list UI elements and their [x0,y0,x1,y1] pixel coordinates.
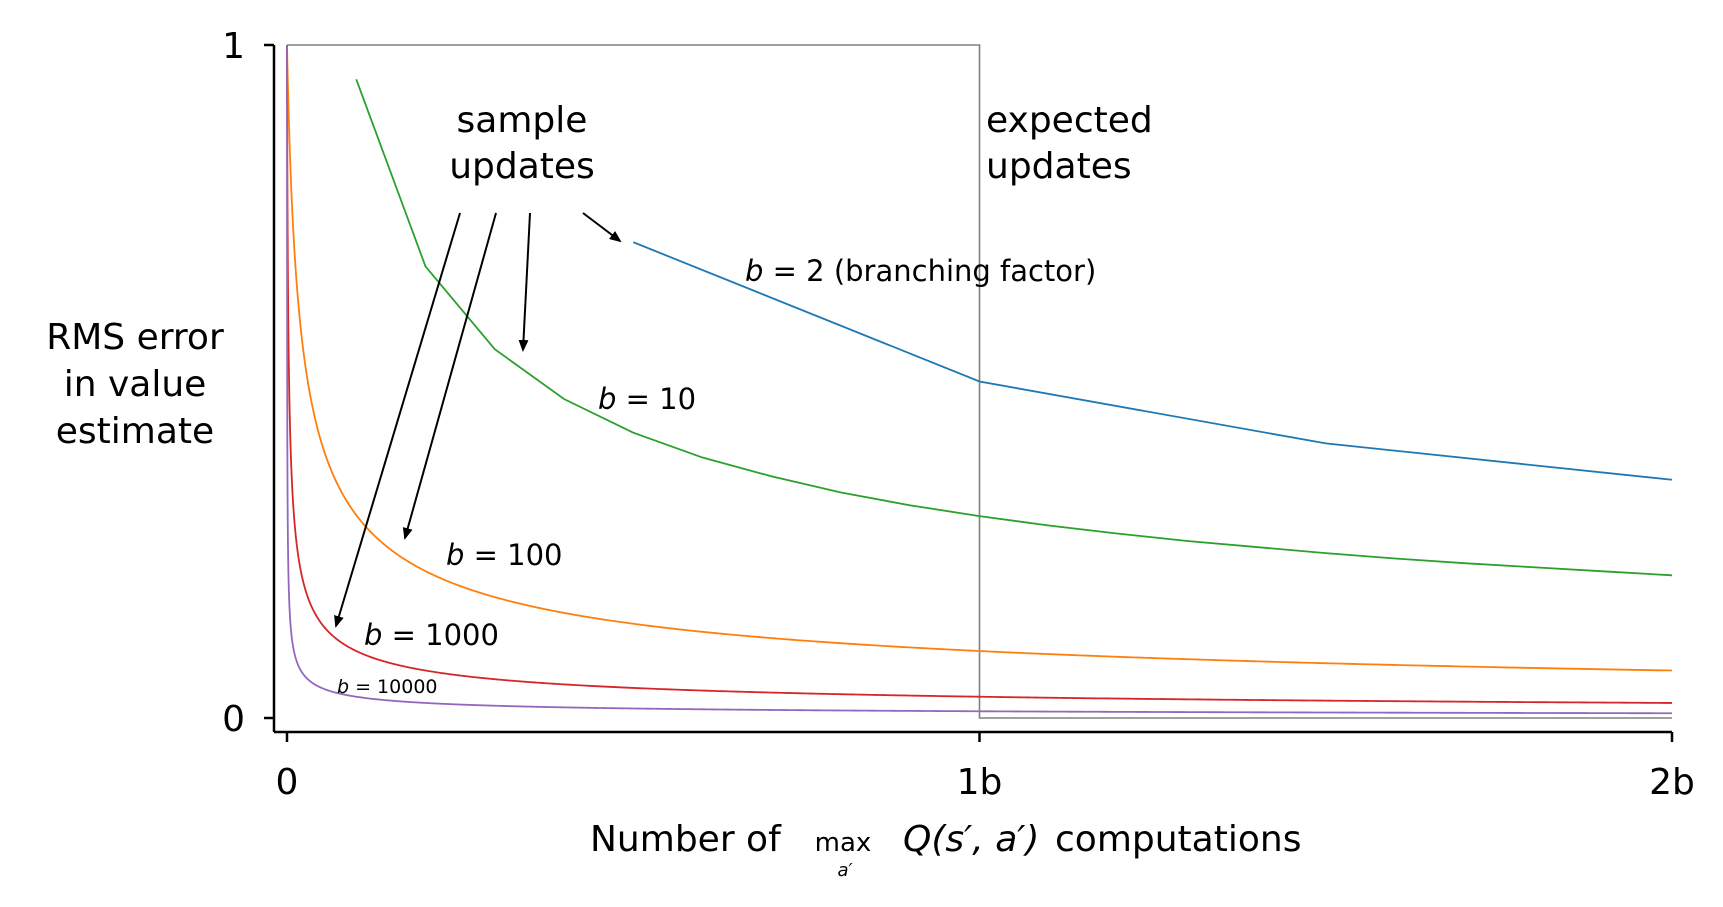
arrow-to-b2 [582,212,622,243]
arrow-to-b100 [402,212,497,540]
series-line-b-1000 [286,45,1673,704]
arrow-to-b1000 [334,212,461,628]
series-line-b-10 [355,79,1673,577]
series-line-b-2-branching-factor [632,241,1673,481]
x-tick-label-0: 0 [276,762,299,803]
sample-updates-label-line-2: updates [449,146,595,187]
y-tick-label-1: 1 [222,26,245,67]
y-tick-label-0: 0 [222,699,245,740]
y-axis-label-line-3: estimate [56,411,214,452]
series-lines [286,45,1673,715]
x-axis-label-max: max [815,828,872,858]
svg-text:Number of: Number of [590,819,782,860]
x-axis-label-suffix: computations [1055,819,1301,860]
y-ticks: 01 [222,26,274,740]
x-tick-label-1b: 1b [957,762,1003,803]
series-line-b-10000 [286,45,1673,715]
series-label-b2: b = 2 (branching factor) [745,254,1096,288]
series-label-b10: b = 10 [598,382,696,416]
x-axis-label-max-sub: a′ [837,860,852,881]
expected-updates-label-line-1: expected [986,100,1153,141]
y-axis-label-line-2: in value [64,364,207,405]
x-ticks: 0 1b 2b [276,732,1695,803]
x-tick-label-2b: 2b [1649,762,1695,803]
x-axis-label: Number of max a′ Q(s′, a′) computations [590,819,1301,881]
x-axis-label-expr: Q(s′, a′) [903,819,1039,860]
sample-updates-label-line-1: sample [457,100,588,141]
arrow-to-b10 [518,212,531,352]
y-axis-label-line-1: RMS error [46,317,224,358]
sample-update-arrows [334,212,622,628]
series-label-b1000: b = 1000 [364,618,499,652]
series-label-b10000: b = 10000 [337,676,438,698]
expected-updates-label-line-2: updates [986,146,1132,187]
series-label-b100: b = 100 [446,538,563,572]
x-axis-label-prefix: Number of [590,819,782,860]
series-line-b-100 [286,45,1673,672]
